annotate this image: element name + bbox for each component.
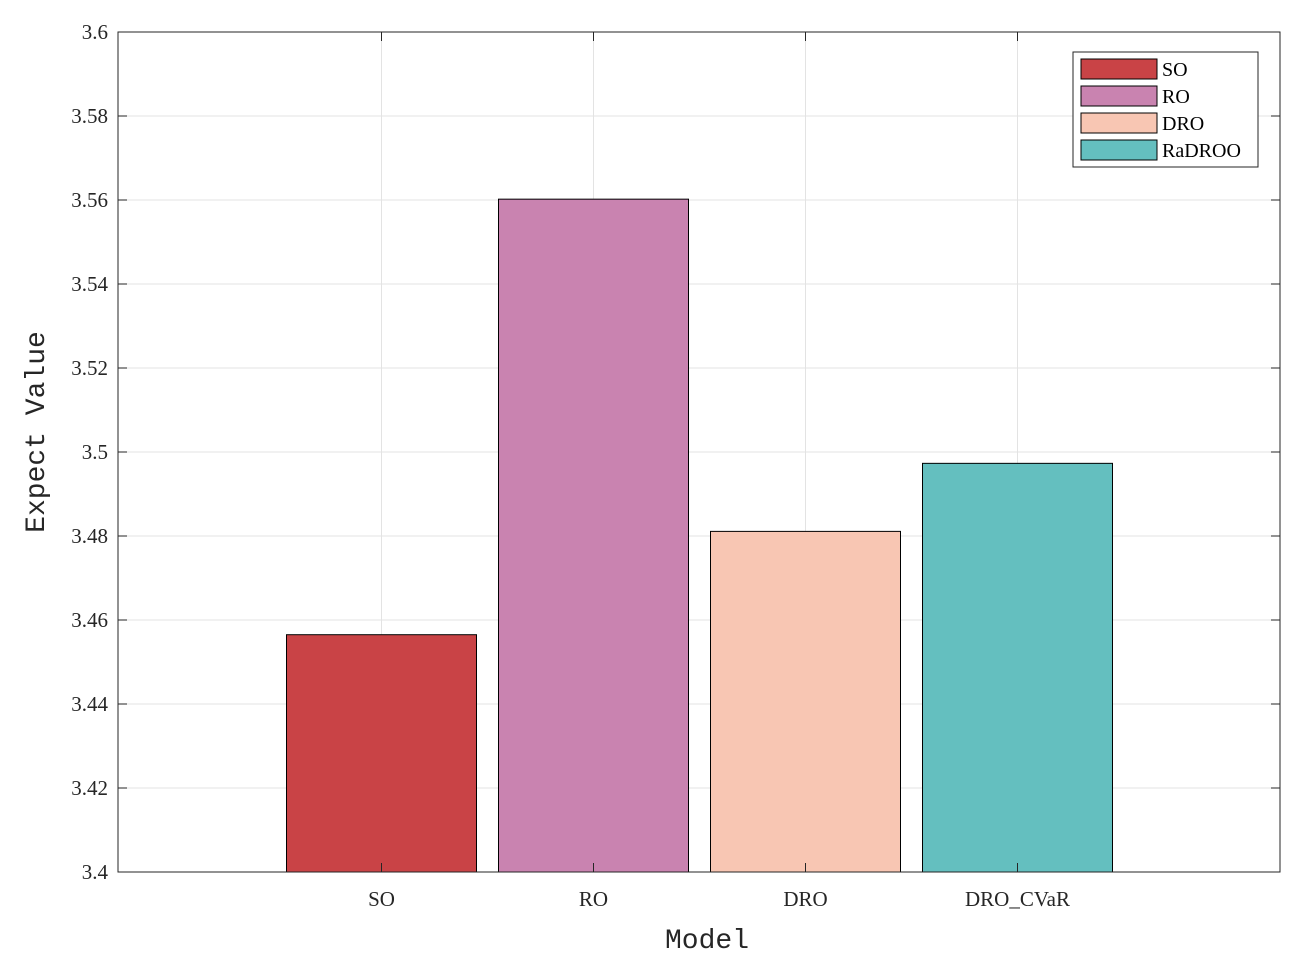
x-tick-label: DRO_CVaR — [965, 887, 1070, 911]
legend: SO RO DRO RaDROO — [1072, 51, 1259, 168]
y-tick-label: 3.56 — [71, 188, 108, 212]
y-tick-label: 3.52 — [71, 356, 108, 380]
x-axis-title: Model — [665, 926, 749, 957]
bar-dro-cvar — [922, 462, 1113, 873]
legend-swatch-ro — [1080, 85, 1158, 107]
y-tick-label: 3.54 — [71, 272, 108, 296]
x-tick-label: DRO — [783, 887, 827, 911]
y-tick-label: 3.6 — [82, 20, 108, 44]
y-tick-label: 3.46 — [71, 608, 108, 632]
y-axis-title: Expect Value — [22, 331, 53, 533]
x-axis-ticks: SO RO DRO DRO_CVaR — [368, 32, 1070, 911]
bar-dro — [710, 530, 901, 873]
y-axis-ticks: 3.4 3.42 3.44 3.46 3.48 3.5 3.52 3.54 3.56 3.58 3.… — [71, 20, 1280, 884]
legend-swatch-dro — [1080, 112, 1158, 134]
y-tick-label: 3.44 — [71, 692, 108, 716]
x-tick-label: RO — [579, 887, 608, 911]
bars — [286, 198, 1113, 873]
y-tick-label: 3.5 — [82, 440, 108, 464]
y-tick-label: 3.48 — [71, 524, 108, 548]
legend-swatch-radroo — [1080, 139, 1158, 161]
y-tick-label: 3.42 — [71, 776, 108, 800]
legend-label: SO — [1162, 59, 1188, 81]
legend-label: DRO — [1162, 113, 1204, 135]
legend-entries: SO RO DRO RaDROO — [1080, 58, 1241, 162]
legend-label: RO — [1162, 86, 1190, 108]
bar-ro — [498, 198, 689, 873]
legend-label: RaDROO — [1162, 140, 1241, 162]
y-tick-label: 3.58 — [71, 104, 108, 128]
legend-swatch-so — [1080, 58, 1158, 80]
y-tick-label: 3.4 — [82, 860, 109, 884]
x-tick-label: SO — [368, 887, 395, 911]
bar-so — [286, 634, 477, 873]
